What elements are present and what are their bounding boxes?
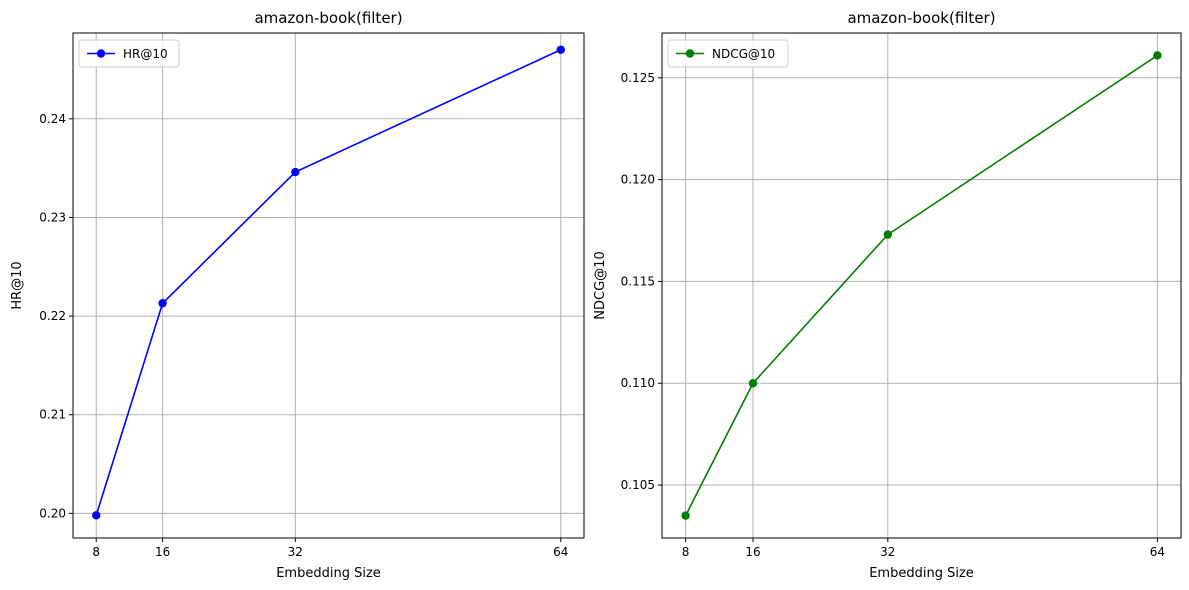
y-tick-label: 0.120	[621, 173, 655, 187]
data-point	[556, 45, 565, 54]
y-tick-label: 0.20	[39, 506, 66, 520]
x-tick-label: 16	[155, 545, 170, 559]
x-tick-label: 64	[553, 545, 568, 559]
series-line	[95, 49, 562, 516]
y-tick-label: 0.110	[621, 376, 655, 390]
legend-box	[78, 39, 180, 68]
data-point	[883, 230, 892, 239]
y-tick-label: 0.21	[39, 408, 66, 422]
y-tick-label: 0.115	[621, 274, 655, 288]
x-tick-label: 32	[288, 545, 303, 559]
series-line	[684, 54, 1158, 516]
x-tick-label: 16	[745, 545, 760, 559]
data-point	[1153, 51, 1162, 60]
legend-marker	[685, 49, 695, 58]
y-tick-label: 0.24	[39, 112, 66, 126]
legend-label: NDCG@10	[712, 47, 775, 61]
data-point	[748, 379, 758, 388]
x-axis-label: Embedding Size	[869, 566, 974, 581]
y-tick-label: 0.22	[39, 309, 66, 323]
plot-frame	[72, 32, 585, 539]
y-axis-label: HR@10	[10, 261, 25, 309]
data-point	[681, 511, 690, 520]
x-tick-label: 8	[682, 545, 690, 559]
legend-marker	[96, 49, 106, 58]
plot-frame	[661, 32, 1182, 539]
x-tick-label: 32	[880, 545, 895, 559]
y-tick-label: 0.105	[621, 478, 655, 492]
data-point	[158, 299, 167, 308]
chart-title: amazon-book(filter)	[254, 9, 402, 27]
data-point	[291, 167, 300, 177]
y-tick-label: 0.23	[39, 210, 66, 224]
y-axis-label: NDCG@10	[593, 251, 608, 319]
x-tick-label: 8	[92, 545, 100, 559]
chart-ndcg: 8 16 32 64 0.105 0.110 0.115 0.120 0.125 amazon-b…	[593, 9, 1182, 581]
legend-box	[667, 39, 789, 68]
chart-title: amazon-book(filter)	[847, 9, 995, 27]
legend-label: HR@10	[123, 47, 168, 61]
y-tick-label: 0.125	[621, 71, 655, 85]
x-axis-label: Embedding Size	[276, 566, 381, 581]
data-point	[92, 511, 101, 520]
x-tick-label: 64	[1150, 545, 1165, 559]
chart-hr: 8 16 32 64 0.20 0.21 0.22 0.23 0.24 amazon-book(f…	[10, 9, 585, 581]
